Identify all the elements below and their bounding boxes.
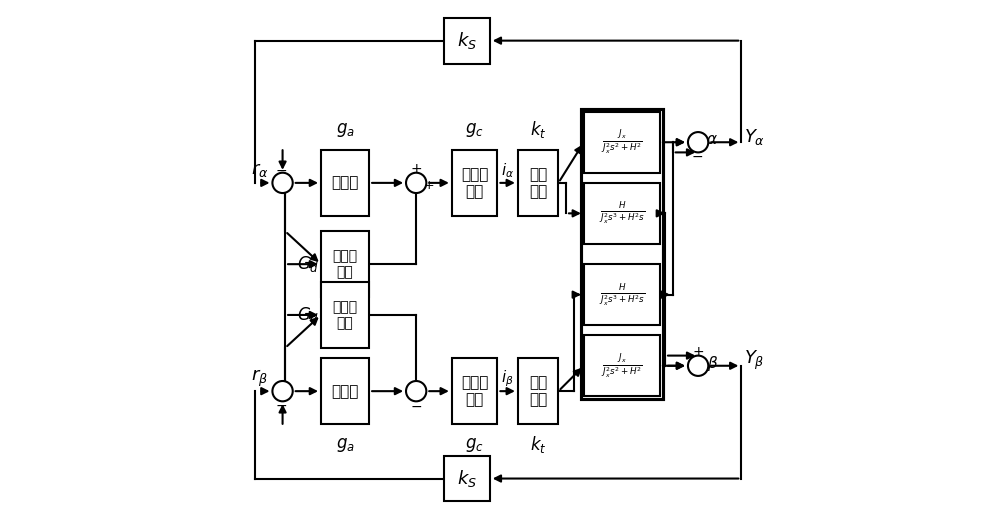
Bar [321, 358, 369, 424]
Bar [452, 150, 497, 216]
Circle shape [406, 173, 426, 193]
Text: $G_d$: $G_d$ [297, 254, 319, 274]
Text: $g_c$: $g_c$ [465, 120, 484, 139]
Text: $\alpha$: $\alpha$ [706, 132, 718, 147]
Text: $+$: $+$ [410, 162, 422, 176]
Bar [584, 264, 660, 325]
Text: 扭转
刚度: 扭转 刚度 [529, 375, 547, 407]
Text: $\frac{J_x}{J_x^2 s^2+H^2}$: $\frac{J_x}{J_x^2 s^2+H^2}$ [601, 352, 643, 380]
Text: $g_a$: $g_a$ [336, 120, 355, 139]
Text: $+$: $+$ [692, 344, 704, 359]
Text: $k_t$: $k_t$ [530, 434, 546, 455]
Text: 控制器: 控制器 [331, 384, 359, 399]
Text: $k_S$: $k_S$ [457, 30, 477, 51]
Bar [444, 456, 490, 501]
Circle shape [688, 356, 708, 376]
Text: $-$: $-$ [410, 398, 422, 412]
Text: $\frac{H}{J_x^2 s^3+H^2 s}$: $\frac{H}{J_x^2 s^3+H^2 s}$ [599, 201, 645, 226]
Text: $r_{\alpha}$: $r_{\alpha}$ [251, 161, 269, 179]
Text: $r_{\beta}$: $r_{\beta}$ [251, 368, 268, 389]
Bar [444, 18, 490, 64]
Text: $g_a$: $g_a$ [336, 435, 355, 454]
Text: 扭转
刚度: 扭转 刚度 [529, 167, 547, 199]
Bar [584, 112, 660, 173]
Bar [452, 358, 497, 424]
Bar [321, 282, 369, 348]
Text: $i_{\alpha}$: $i_{\alpha}$ [501, 161, 514, 179]
Text: 控制器: 控制器 [331, 175, 359, 190]
Text: $-$: $-$ [275, 163, 288, 177]
Bar [518, 150, 558, 216]
Text: $+$: $+$ [423, 179, 435, 192]
Bar [584, 335, 660, 396]
Bar [321, 150, 369, 216]
Text: $-$: $-$ [691, 149, 703, 163]
Text: $g_c$: $g_c$ [465, 435, 484, 454]
Text: 功率放
大器: 功率放 大器 [461, 375, 488, 407]
Text: $Y_{\beta}$: $Y_{\beta}$ [744, 349, 765, 372]
Bar [581, 109, 663, 399]
Bar [518, 358, 558, 424]
Text: 功率放
大器: 功率放 大器 [461, 167, 488, 199]
Text: $k_t$: $k_t$ [530, 119, 546, 140]
Bar [584, 183, 660, 244]
Circle shape [272, 381, 293, 401]
Circle shape [406, 381, 426, 401]
Text: $\frac{H}{J_x^2 s^3+H^2 s}$: $\frac{H}{J_x^2 s^3+H^2 s}$ [599, 282, 645, 307]
Circle shape [272, 173, 293, 193]
Text: $i_{\beta}$: $i_{\beta}$ [501, 368, 514, 389]
Text: 反馈控
制器: 反馈控 制器 [332, 249, 358, 279]
Text: $\beta$: $\beta$ [707, 354, 718, 373]
Text: $k_S$: $k_S$ [457, 468, 477, 489]
Text: $Y_{\alpha}$: $Y_{\alpha}$ [744, 127, 765, 147]
Text: $G_d$: $G_d$ [297, 305, 319, 325]
Bar [321, 231, 369, 297]
Text: $\frac{J_x}{J_x^2 s^2+H^2}$: $\frac{J_x}{J_x^2 s^2+H^2}$ [601, 128, 643, 156]
Text: $-$: $-$ [275, 398, 288, 412]
Text: 反馈控
制器: 反馈控 制器 [332, 300, 358, 330]
Circle shape [688, 132, 708, 152]
